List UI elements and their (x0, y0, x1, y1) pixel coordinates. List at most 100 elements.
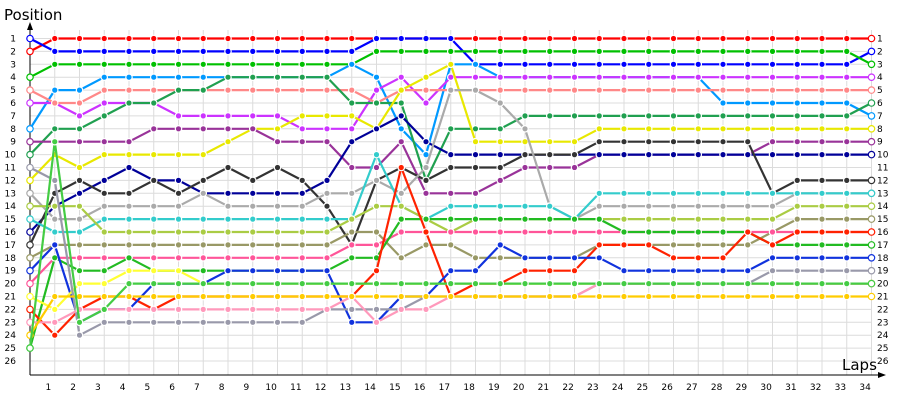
series-group (26, 112, 876, 236)
data-point (842, 279, 851, 288)
data-point (174, 112, 183, 120)
x-tick-label: 24 (612, 383, 624, 393)
y-tick-label-right: 7 (877, 112, 883, 122)
data-point (521, 215, 529, 223)
data-point (521, 202, 529, 211)
data-point (768, 86, 777, 94)
data-point (719, 292, 727, 301)
data-point (719, 189, 727, 198)
data-point (867, 34, 876, 43)
y-tick-label-right: 5 (877, 86, 883, 96)
data-point (694, 189, 703, 198)
data-point (496, 292, 505, 301)
data-point (694, 137, 703, 146)
data-point (125, 266, 133, 275)
data-point (125, 137, 133, 146)
data-point (347, 47, 356, 56)
data-point (50, 215, 59, 223)
data-point (793, 176, 802, 185)
data-point (545, 86, 554, 94)
data-point (743, 34, 752, 43)
data-point (149, 253, 158, 262)
data-point (100, 34, 109, 43)
data-point (743, 137, 752, 146)
data-point (199, 125, 208, 133)
data-point (521, 279, 529, 288)
data-point (644, 137, 653, 146)
data-point (570, 34, 579, 43)
data-point (298, 73, 307, 82)
data-point (273, 266, 282, 275)
data-point (471, 292, 480, 301)
data-point (521, 150, 529, 159)
data-point (347, 305, 356, 314)
data-point (644, 228, 653, 236)
data-point (719, 73, 727, 82)
data-point (867, 241, 876, 249)
data-point (100, 305, 109, 314)
data-point (620, 279, 628, 288)
data-point (545, 73, 554, 82)
data-point (471, 189, 480, 198)
data-point (273, 202, 282, 211)
data-point (768, 34, 777, 43)
data-point (273, 60, 282, 69)
data-point (694, 73, 703, 82)
data-point (149, 266, 158, 275)
data-point (471, 266, 480, 275)
y-tick-label-left: 19 (5, 267, 17, 277)
data-point (768, 202, 777, 211)
data-point (842, 137, 851, 146)
x-tick-label: 15 (389, 383, 400, 393)
data-point (496, 99, 505, 107)
data-point (446, 34, 455, 43)
data-point (545, 112, 554, 120)
y-tick-label-left: 15 (5, 215, 16, 225)
data-point (669, 266, 678, 275)
data-point (298, 112, 307, 120)
data-point (125, 60, 133, 69)
data-point (149, 215, 158, 223)
x-tick-label: 30 (760, 383, 772, 393)
data-point (768, 125, 777, 133)
data-point (323, 228, 331, 236)
data-point (818, 292, 826, 301)
data-point (149, 176, 158, 185)
data-point (125, 163, 133, 172)
data-point (793, 60, 802, 69)
x-tick-label: 23 (587, 383, 598, 393)
x-tick-label: 4 (120, 383, 126, 393)
data-point (100, 112, 109, 120)
data-point (768, 60, 777, 69)
x-tick-label: 3 (95, 383, 101, 393)
x-tick-label: 22 (562, 383, 573, 393)
data-point (793, 241, 802, 249)
data-point (719, 215, 727, 223)
data-point (719, 86, 727, 94)
y-axis-arrow (27, 22, 33, 30)
data-point (26, 150, 34, 159)
data-point (372, 292, 381, 301)
data-point (174, 73, 183, 82)
data-point (149, 292, 158, 301)
x-tick-label: 16 (414, 383, 426, 393)
data-point (768, 189, 777, 198)
data-point (422, 163, 430, 172)
data-point (644, 202, 653, 211)
data-point (26, 305, 34, 314)
data-point (793, 189, 802, 198)
x-tick-label: 11 (290, 383, 301, 393)
data-point (248, 112, 257, 120)
y-tick-label-left: 20 (5, 280, 17, 290)
data-point (397, 125, 406, 133)
data-point (818, 215, 826, 223)
data-point (743, 279, 752, 288)
data-point (397, 99, 406, 107)
data-point (644, 150, 653, 159)
data-point (496, 253, 505, 262)
x-tick-label: 2 (70, 383, 76, 393)
data-point (224, 253, 232, 262)
data-point (694, 266, 703, 275)
data-point (545, 34, 554, 43)
